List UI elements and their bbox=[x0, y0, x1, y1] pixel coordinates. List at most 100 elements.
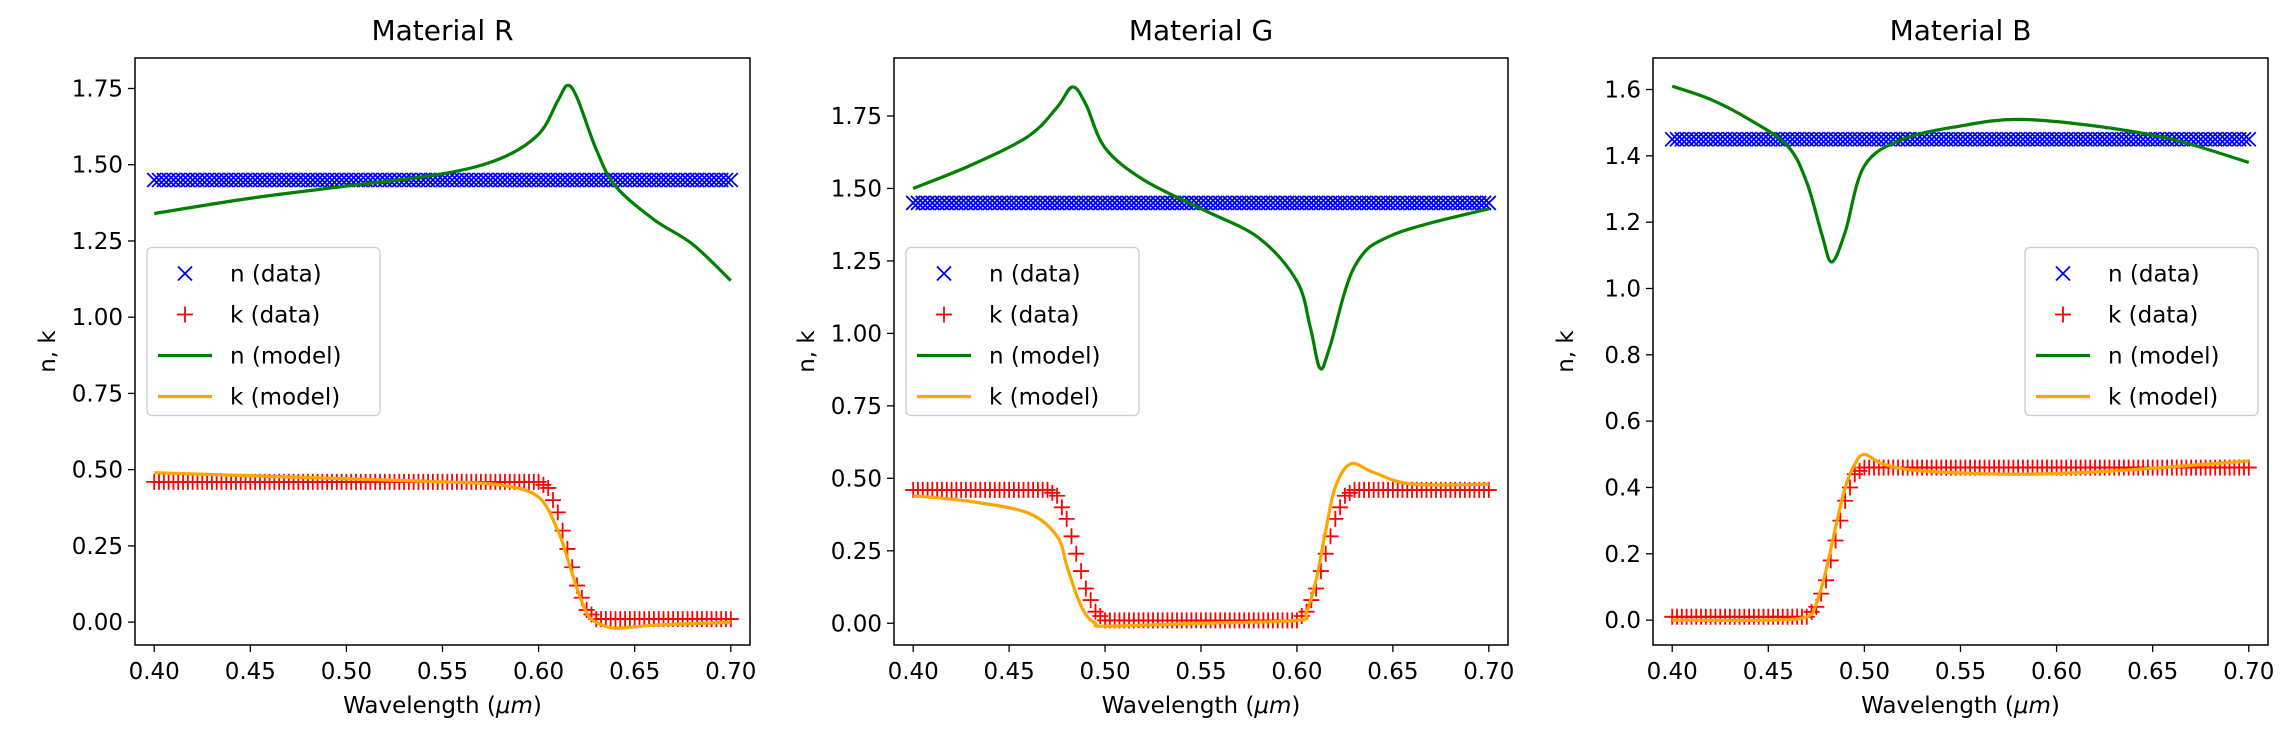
series-markers-n-data- bbox=[905, 195, 1497, 211]
x-axis-label: Wavelength (μm) bbox=[343, 693, 542, 719]
data-marker bbox=[549, 504, 566, 521]
y-tick-label: 1.6 bbox=[1604, 78, 1641, 104]
x-tick-label: 0.70 bbox=[2223, 659, 2274, 685]
x-tick-label: 0.45 bbox=[225, 659, 276, 685]
x-axis-label: Wavelength (μm) bbox=[1102, 693, 1301, 719]
legend-label: n (data) bbox=[230, 262, 322, 288]
legend-label: k (model) bbox=[230, 385, 340, 411]
x-tick-label: 0.70 bbox=[1463, 659, 1514, 685]
x-tick-label: 0.40 bbox=[129, 659, 180, 685]
y-axis-label: n, k bbox=[794, 330, 820, 373]
y-tick-label: 0.0 bbox=[1604, 608, 1641, 634]
x-tick-label: 0.45 bbox=[1743, 659, 1794, 685]
legend-handle bbox=[177, 265, 193, 282]
chart-title: Material B bbox=[1890, 14, 2032, 47]
y-tick-label: 1.00 bbox=[72, 305, 123, 331]
legend-handle bbox=[936, 265, 952, 282]
data-marker bbox=[1063, 528, 1080, 545]
x-tick-label: 0.70 bbox=[705, 659, 756, 685]
x-tick-label: 0.40 bbox=[1647, 659, 1698, 685]
data-marker bbox=[1481, 195, 1497, 211]
y-tick-label: 0.00 bbox=[831, 611, 882, 637]
y-tick-label: 1.50 bbox=[831, 176, 882, 202]
x-tick-label: 0.40 bbox=[888, 659, 939, 685]
y-tick-label: 1.00 bbox=[831, 321, 882, 347]
data-marker bbox=[722, 611, 739, 628]
x-tick-label: 0.55 bbox=[1935, 659, 1986, 685]
x-tick-label: 0.50 bbox=[321, 659, 372, 685]
y-tick-label: 0.50 bbox=[831, 466, 882, 492]
x-axis-label: Wavelength (μm) bbox=[1861, 693, 2060, 719]
legend: n (data) k (data) n (model) k (model) bbox=[905, 246, 1140, 417]
data-marker bbox=[723, 172, 739, 188]
data-marker bbox=[718, 172, 734, 188]
data-marker bbox=[1068, 545, 1085, 562]
series-line-k-model- bbox=[913, 461, 1489, 628]
legend: n (data) k (data) n (model) k (model) bbox=[146, 246, 381, 417]
chart-panel-2: Material G 0.40 0.45 0.50 0.55 0.60 0.65 0.70 0.… bbox=[794, 14, 1514, 719]
legend-label: n (data) bbox=[2108, 262, 2200, 288]
legend-label: n (model) bbox=[989, 344, 1100, 370]
y-tick-label: 0.8 bbox=[1604, 343, 1641, 369]
x-tick-label: 0.60 bbox=[1271, 659, 1322, 685]
data-marker bbox=[1332, 499, 1349, 516]
legend-label: n (model) bbox=[2108, 344, 2219, 370]
legend-handle bbox=[936, 306, 952, 323]
y-tick-label: 0.25 bbox=[72, 534, 123, 560]
series-line-n-model- bbox=[1671, 84, 2250, 264]
chart-panel-3: Material B 0.40 0.45 0.50 0.55 0.60 0.65 0.70 0.… bbox=[1553, 14, 2274, 719]
data-marker bbox=[1327, 510, 1344, 527]
axes-frame bbox=[893, 57, 1509, 646]
x-tick-label: 0.65 bbox=[609, 659, 660, 685]
data-marker bbox=[1053, 499, 1070, 516]
data-marker bbox=[1837, 492, 1854, 509]
legend-label: k (data) bbox=[989, 303, 1079, 329]
data-marker bbox=[1077, 580, 1094, 597]
legend-label: k (data) bbox=[2108, 303, 2198, 329]
y-tick-label: 0.4 bbox=[1604, 475, 1641, 501]
series-line-n-model- bbox=[912, 85, 1490, 371]
x-tick-label: 0.60 bbox=[2031, 659, 2082, 685]
y-tick-label: 0.75 bbox=[72, 381, 123, 407]
y-tick-label: 0.00 bbox=[72, 610, 123, 636]
x-tick-label: 0.55 bbox=[1175, 659, 1226, 685]
series-line-k-model- bbox=[1672, 452, 2249, 622]
legend-handle bbox=[2055, 265, 2071, 282]
data-marker bbox=[1832, 512, 1849, 529]
x-tick-label: 0.55 bbox=[417, 659, 468, 685]
data-marker bbox=[540, 479, 557, 496]
legend: n (data) k (data) n (model) k (model) bbox=[2024, 246, 2259, 417]
y-tick-label: 0.50 bbox=[72, 458, 123, 484]
chart-title: Material G bbox=[1129, 14, 1273, 47]
data-marker bbox=[1073, 563, 1090, 580]
y-tick-label: 0.6 bbox=[1604, 409, 1641, 435]
y-tick-label: 1.25 bbox=[831, 249, 882, 275]
y-tick-label: 1.2 bbox=[1604, 210, 1641, 236]
legend-handle bbox=[2055, 306, 2071, 323]
y-tick-label: 0.2 bbox=[1604, 542, 1641, 568]
y-tick-label: 1.0 bbox=[1604, 276, 1641, 302]
x-tick-label: 0.50 bbox=[1079, 659, 1130, 685]
legend-label: k (data) bbox=[230, 303, 320, 329]
data-marker bbox=[2236, 131, 2252, 147]
data-marker bbox=[1082, 592, 1099, 609]
plot-area bbox=[905, 85, 1497, 629]
y-axis-label: n, k bbox=[35, 330, 61, 373]
y-tick-label: 1.25 bbox=[72, 229, 123, 255]
y-axis-label: n, k bbox=[1553, 330, 1579, 373]
axes-frame bbox=[134, 57, 751, 646]
legend-handle bbox=[177, 306, 193, 323]
plot-area bbox=[1664, 84, 2257, 625]
series-markers-n-data- bbox=[1664, 131, 2257, 147]
y-tick-label: 1.50 bbox=[72, 153, 123, 179]
x-tick-label: 0.45 bbox=[984, 659, 1035, 685]
x-tick-label: 0.50 bbox=[1839, 659, 1890, 685]
chart-panel-1: Material R 0.40 0.45 0.50 0.55 0.60 0.65 0.70 0.… bbox=[35, 14, 756, 719]
y-tick-label: 0.75 bbox=[831, 394, 882, 420]
x-tick-label: 0.60 bbox=[513, 659, 564, 685]
chart-title: Material R bbox=[371, 14, 513, 47]
series-markers-n-data- bbox=[146, 172, 739, 188]
data-marker bbox=[1049, 487, 1066, 504]
x-tick-label: 0.65 bbox=[2127, 659, 2178, 685]
